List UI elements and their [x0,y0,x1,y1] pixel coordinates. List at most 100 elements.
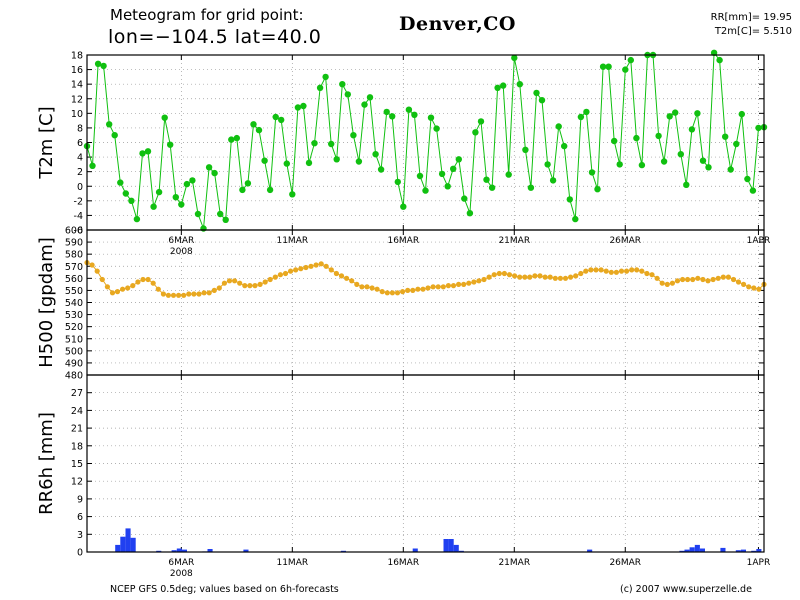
y-tick-label: 14 [71,80,83,91]
t2m-point [117,179,124,186]
t2m-point [477,118,485,125]
t2m-point [622,66,629,73]
t2m-point [222,216,229,223]
h500-point [226,278,233,284]
t2m-point [705,164,712,171]
t2m-point [427,114,435,121]
t2m-point [272,113,279,121]
t2m-point [133,215,141,223]
h500-point [272,274,278,280]
t2m-point [355,158,363,165]
h500-point [608,269,614,275]
y-tick-label: 6 [77,138,83,149]
t2m-point [394,178,401,186]
t2m-point [472,129,479,136]
h500-point [181,292,187,298]
rr-bar [115,544,121,552]
t2m-point [305,159,313,167]
h500-point [125,285,131,291]
h500-point [511,273,518,279]
h500-point [282,270,289,277]
h500-point [547,274,553,280]
x-tick-label: 11MAR [276,558,308,568]
t2m-point [111,132,118,139]
t2m-point [561,142,568,150]
t2m-point [444,183,451,190]
h500-point [277,272,283,278]
h500-point [379,289,385,295]
h500-point [333,270,339,277]
t2m-point [283,160,290,167]
y-tick-label: -2 [74,196,83,207]
h500-point [654,275,660,281]
y-tick-label: 2 [77,167,83,178]
y-tick-label: 480 [65,371,83,382]
h500-point [690,276,696,283]
t2m-point [361,101,368,108]
h500-point [527,274,533,280]
t2m-point [638,161,646,169]
h500-point [384,290,390,296]
rr-bar [130,537,136,552]
h500-point [532,273,538,279]
t2m-point [744,175,751,183]
t2m-point [383,108,390,116]
h500-point [420,286,426,292]
x-tick-label: 6MAR [168,558,194,568]
h500-point [318,261,324,267]
rr-bar [453,544,459,552]
header-coordinates: lon=−104.5 lat=40.0 [108,26,322,48]
h500-point [685,276,691,283]
t2m-point [699,157,707,164]
rr-bar [587,549,593,552]
t2m-point [328,140,335,148]
t2m-point [616,161,623,168]
h500-point [639,268,645,274]
y-tick-label: 540 [65,298,83,309]
h500-point [680,276,686,283]
h500-point [196,291,202,297]
h500-point [573,273,579,279]
y-tick-label: 3 [77,530,83,541]
h500-point [313,262,319,268]
h500-point [481,276,487,283]
t2m-point [738,110,745,118]
t2m-point [527,184,535,191]
x-tick-label: 26MAR [609,558,641,568]
t2m-point [416,172,424,180]
rr-bar [699,548,705,552]
h500-point [338,273,345,279]
t2m-point [677,151,684,158]
h500-point [669,280,676,286]
h500-point [389,290,395,296]
y-tick-label: 580 [65,250,83,261]
t2m-point [683,181,690,188]
h500-point [715,275,721,281]
t2m-point [211,169,218,177]
h500-point [440,284,446,290]
y-tick-label: 12 [71,94,83,105]
h500-point [206,290,212,296]
h500-point [568,274,574,280]
y-tick-label: 4 [77,153,83,164]
t2m-point [450,165,457,172]
t2m-point [716,56,723,64]
h500-point [552,275,558,281]
y-tick-label: 12 [71,477,83,488]
y-tick-label: 590 [65,238,83,249]
rr-bar [120,536,126,552]
t2m-line [86,51,765,229]
t2m-point [205,164,213,171]
t2m-point [217,210,224,218]
t2m-point [128,197,135,204]
rr-bar [243,549,249,552]
y-tick-label: 0 [77,548,83,559]
h500-point [237,280,243,286]
h500-point [537,273,543,279]
t2m-point [233,134,240,142]
panel-frame [86,54,765,231]
t2m-point [588,169,596,176]
t2m-point [422,187,429,194]
h500-point [720,274,726,280]
h500-point [211,287,217,293]
